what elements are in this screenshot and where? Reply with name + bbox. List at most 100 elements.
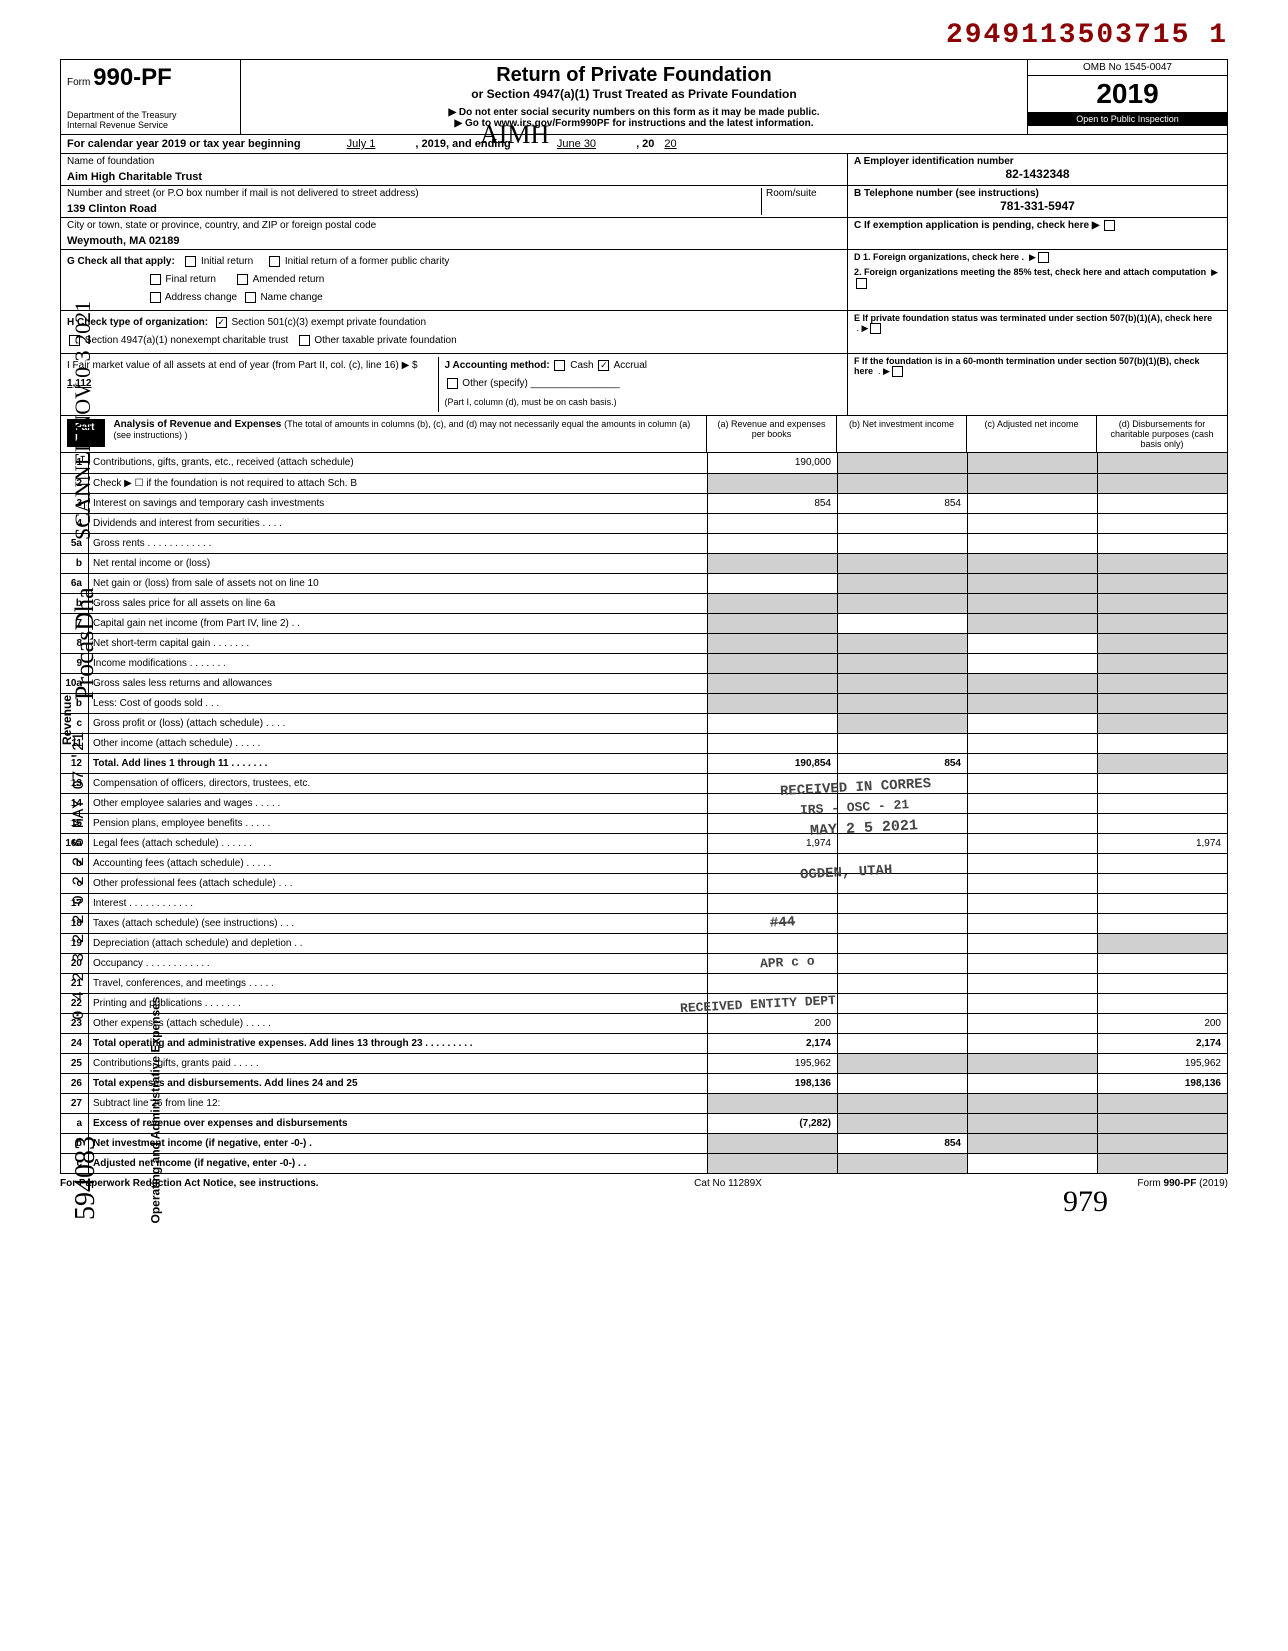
table-row: 27Subtract line 26 from line 12: xyxy=(61,1093,1228,1113)
g-former-cb[interactable] xyxy=(269,256,280,267)
line-desc: Gross rents . . . . . . . . . . . . xyxy=(89,533,708,553)
addr-label: Number and street (or P.O box number if … xyxy=(67,188,761,199)
line-desc: Subtract line 26 from line 12: xyxy=(89,1093,708,1113)
col-a-val xyxy=(708,653,838,673)
line-desc: Compensation of officers, directors, tru… xyxy=(89,773,708,793)
g-opt-addrchg: Address change xyxy=(165,292,237,303)
col-d-val xyxy=(1098,533,1228,553)
col-c-val xyxy=(968,753,1098,773)
city-label: City or town, state or province, country… xyxy=(67,220,841,231)
name-label: Name of foundation xyxy=(67,156,841,167)
col-a-val xyxy=(708,893,838,913)
col-c-val xyxy=(968,773,1098,793)
col-d-val: 2,174 xyxy=(1098,1033,1228,1053)
h-opt3: Other taxable private foundation xyxy=(314,335,456,346)
line-desc: Other professional fees (attach schedule… xyxy=(89,873,708,893)
margin-proc: ProcasDha xyxy=(70,587,100,700)
d1-cb[interactable] xyxy=(1038,252,1049,263)
omb-number: OMB No 1545-0047 xyxy=(1028,60,1227,76)
line-desc: Occupancy . . . . . . . . . . . . xyxy=(89,953,708,973)
j-other-cb[interactable] xyxy=(447,378,458,389)
col-b-val xyxy=(838,513,968,533)
side-expenses-label: Operating and Administrative Expenses xyxy=(148,997,162,1224)
table-row: 4Dividends and interest from securities … xyxy=(61,513,1228,533)
h-501c3-cb[interactable] xyxy=(216,317,227,328)
col-d-head: (d) Disbursements for charitable purpose… xyxy=(1097,416,1227,452)
col-a-val: 190,000 xyxy=(708,453,838,473)
c-label: C If exemption application is pending, c… xyxy=(854,220,1100,231)
form-prefix: Form xyxy=(67,77,90,88)
c-checkbox[interactable] xyxy=(1104,220,1115,231)
footer-right: 990-PF xyxy=(1164,1178,1197,1189)
col-b-val xyxy=(838,893,968,913)
col-b-val xyxy=(838,1093,968,1113)
col-b-val xyxy=(838,593,968,613)
h-opt1: Section 501(c)(3) exempt private foundat… xyxy=(231,317,426,328)
col-c-val xyxy=(968,633,1098,653)
col-c-val xyxy=(968,793,1098,813)
col-c-val xyxy=(968,513,1098,533)
col-c-val xyxy=(968,533,1098,553)
col-d-val xyxy=(1098,553,1228,573)
line-desc: Interest on savings and temporary cash i… xyxy=(89,493,708,513)
col-b-val xyxy=(838,1153,968,1173)
d1-label: D 1. Foreign organizations, check here . xyxy=(854,252,1024,262)
col-b-val xyxy=(838,553,968,573)
line-desc: Other expenses (attach schedule) . . . .… xyxy=(89,1013,708,1033)
table-row: 25Contributions, gifts, grants paid . . … xyxy=(61,1053,1228,1073)
col-c-val xyxy=(968,1153,1098,1173)
col-c-val xyxy=(968,593,1098,613)
col-a-val: (7,282) xyxy=(708,1113,838,1133)
g-final-cb[interactable] xyxy=(150,274,161,285)
col-c-val xyxy=(968,833,1098,853)
f-cb[interactable] xyxy=(892,366,903,377)
ein-label: A Employer identification number xyxy=(854,156,1221,167)
line-desc: Total operating and administrative expen… xyxy=(89,1033,708,1053)
g-opt-initial: Initial return xyxy=(201,256,253,267)
j-note: (Part I, column (d), must be on cash bas… xyxy=(445,397,617,407)
line-desc: Adjusted net income (if negative, enter … xyxy=(89,1153,708,1173)
f-label: F If the foundation is in a 60-month ter… xyxy=(854,356,1200,376)
city-value: Weymouth, MA 02189 xyxy=(67,235,841,247)
col-b-val xyxy=(838,693,968,713)
h-opt2: Section 4947(a)(1) nonexempt charitable … xyxy=(85,335,288,346)
col-d-val xyxy=(1098,813,1228,833)
table-row: cGross profit or (loss) (attach schedule… xyxy=(61,713,1228,733)
col-b-val xyxy=(838,1033,968,1053)
col-a-val xyxy=(708,933,838,953)
col-b-val xyxy=(838,473,968,493)
e-cb[interactable] xyxy=(870,323,881,334)
col-b-val xyxy=(838,933,968,953)
col-d-val xyxy=(1098,913,1228,933)
phone-label: B Telephone number (see instructions) xyxy=(854,188,1221,199)
title-warn: ▶ Do not enter social security numbers o… xyxy=(247,107,1021,118)
j-accrual-cb[interactable] xyxy=(598,360,609,371)
line-desc: Total. Add lines 1 through 11 . . . . . … xyxy=(89,753,708,773)
col-a-val xyxy=(708,593,838,613)
col-a-val: 195,962 xyxy=(708,1053,838,1073)
col-c-val xyxy=(968,573,1098,593)
col-b-val xyxy=(838,533,968,553)
col-b-val xyxy=(838,913,968,933)
g-amended-cb[interactable] xyxy=(237,274,248,285)
col-a-val xyxy=(708,793,838,813)
g-namechg-cb[interactable] xyxy=(245,292,256,303)
g-initial-cb[interactable] xyxy=(185,256,196,267)
col-a-val: 198,136 xyxy=(708,1073,838,1093)
d2-cb[interactable] xyxy=(856,278,867,289)
col-d-val xyxy=(1098,713,1228,733)
col-d-val xyxy=(1098,793,1228,813)
j-cash-cb[interactable] xyxy=(554,360,565,371)
col-b-val xyxy=(838,853,968,873)
margin-scanned: SCANNED NOV 0 3 2021 xyxy=(70,301,96,540)
j-cash: Cash xyxy=(570,360,593,371)
col-a-val: 2,174 xyxy=(708,1033,838,1053)
dln-number: 2949113503715 1 xyxy=(60,20,1228,51)
col-b-val xyxy=(838,833,968,853)
h-other-cb[interactable] xyxy=(299,335,310,346)
hand-979: 979 xyxy=(1063,1185,1108,1219)
col-a-val: 200 xyxy=(708,1013,838,1033)
g-addrchg-cb[interactable] xyxy=(150,292,161,303)
col-a-val xyxy=(708,913,838,933)
col-d-val xyxy=(1098,1113,1228,1133)
